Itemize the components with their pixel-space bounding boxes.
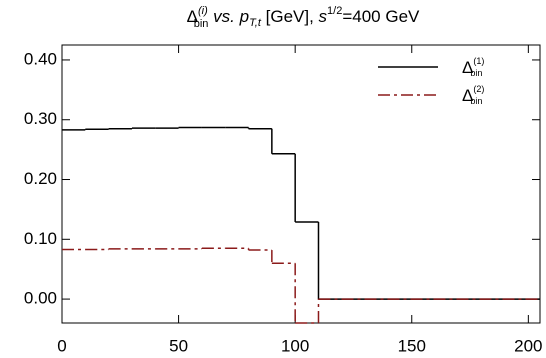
title-part: s: [319, 7, 328, 26]
legend-label: Δ(1) bin: [462, 56, 484, 78]
x-tick-label: 150: [398, 336, 426, 355]
x-tick-label: 0: [57, 336, 66, 355]
x-tick-label: 200: [514, 336, 542, 355]
x-tick-label: 100: [281, 336, 309, 355]
y-tick-label: 0.20: [24, 169, 57, 188]
chart-title: Δ(i) bin vs. pT,t [GeV], s1/2=400 GeV: [187, 5, 420, 30]
title-part: [GeV],: [261, 7, 319, 26]
legend-label-part: Δ: [462, 58, 473, 77]
y-tick-label: 0.00: [24, 289, 57, 308]
title-part: Δ: [187, 7, 198, 26]
y-tick-label: 0.30: [24, 109, 57, 128]
legend-label-part: Δ: [462, 86, 473, 105]
y-tick-label: 0.10: [24, 229, 57, 248]
title-part: 1/2: [327, 5, 342, 17]
y-tick-label: 0.40: [24, 49, 57, 68]
title-part: bin: [194, 18, 209, 30]
x-tick-label: 50: [169, 336, 188, 355]
title-part: T,t: [249, 17, 262, 29]
legend-label-part: bin: [470, 96, 482, 106]
legend-label-part: (2): [473, 84, 484, 94]
legend-label: Δ(2) bin: [462, 84, 484, 106]
title-part: (i): [198, 5, 208, 17]
title-part: =400 GeV: [342, 7, 420, 26]
title-part: p: [239, 7, 249, 26]
legend-label-part: (1): [473, 56, 484, 66]
legend-label-part: bin: [470, 68, 482, 78]
title-part: vs.: [208, 7, 239, 26]
